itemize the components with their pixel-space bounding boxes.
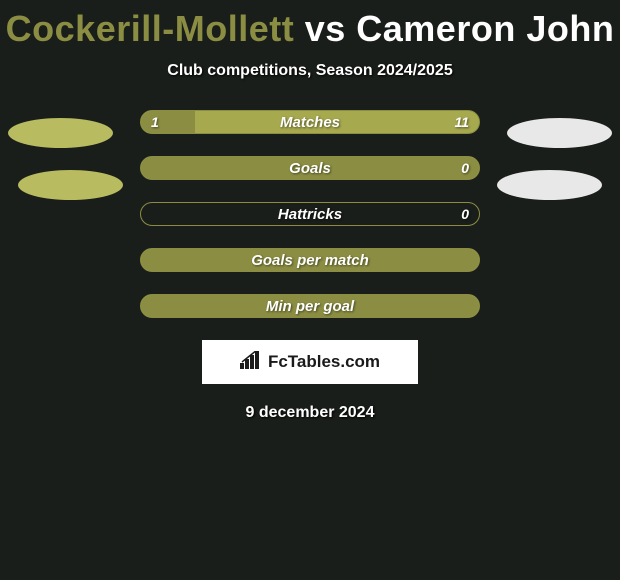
stat-row-goals-per-match: Goals per match: [140, 248, 480, 272]
brand-text: FcTables.com: [268, 352, 380, 372]
stat-label: Hattricks: [141, 203, 479, 225]
player1-name: Cockerill-Mollett: [6, 8, 295, 49]
player1-marker-top: [8, 118, 113, 148]
stat-rows: 1 Matches 11 Goals 0 Hattricks 0 Goals p…: [140, 110, 480, 318]
subtitle: Club competitions, Season 2024/2025: [0, 62, 620, 80]
player2-marker-bottom: [497, 170, 602, 200]
player2-marker-top: [507, 118, 612, 148]
stat-right-value: [459, 249, 479, 271]
stat-row-hattricks: Hattricks 0: [140, 202, 480, 226]
player2-name: Cameron John: [356, 8, 614, 49]
stat-row-matches: 1 Matches 11: [140, 110, 480, 134]
stat-right-value: 0: [451, 203, 479, 225]
date-label: 9 december 2024: [0, 404, 620, 422]
stat-right-value: [459, 295, 479, 317]
bar-chart-icon: [240, 351, 262, 374]
player1-marker-bottom: [18, 170, 123, 200]
chart-area: 1 Matches 11 Goals 0 Hattricks 0 Goals p…: [0, 110, 620, 318]
stat-label: Min per goal: [141, 295, 479, 317]
stat-label: Goals per match: [141, 249, 479, 271]
stat-label: Matches: [141, 111, 479, 133]
comparison-title: Cockerill-Mollett vs Cameron John: [0, 0, 620, 50]
stat-row-goals: Goals 0: [140, 156, 480, 180]
brand-box[interactable]: FcTables.com: [202, 340, 418, 384]
vs-label: vs: [305, 8, 346, 49]
stat-right-value: 11: [444, 111, 479, 133]
stat-row-min-per-goal: Min per goal: [140, 294, 480, 318]
stat-label: Goals: [141, 157, 479, 179]
stat-right-value: 0: [451, 157, 479, 179]
